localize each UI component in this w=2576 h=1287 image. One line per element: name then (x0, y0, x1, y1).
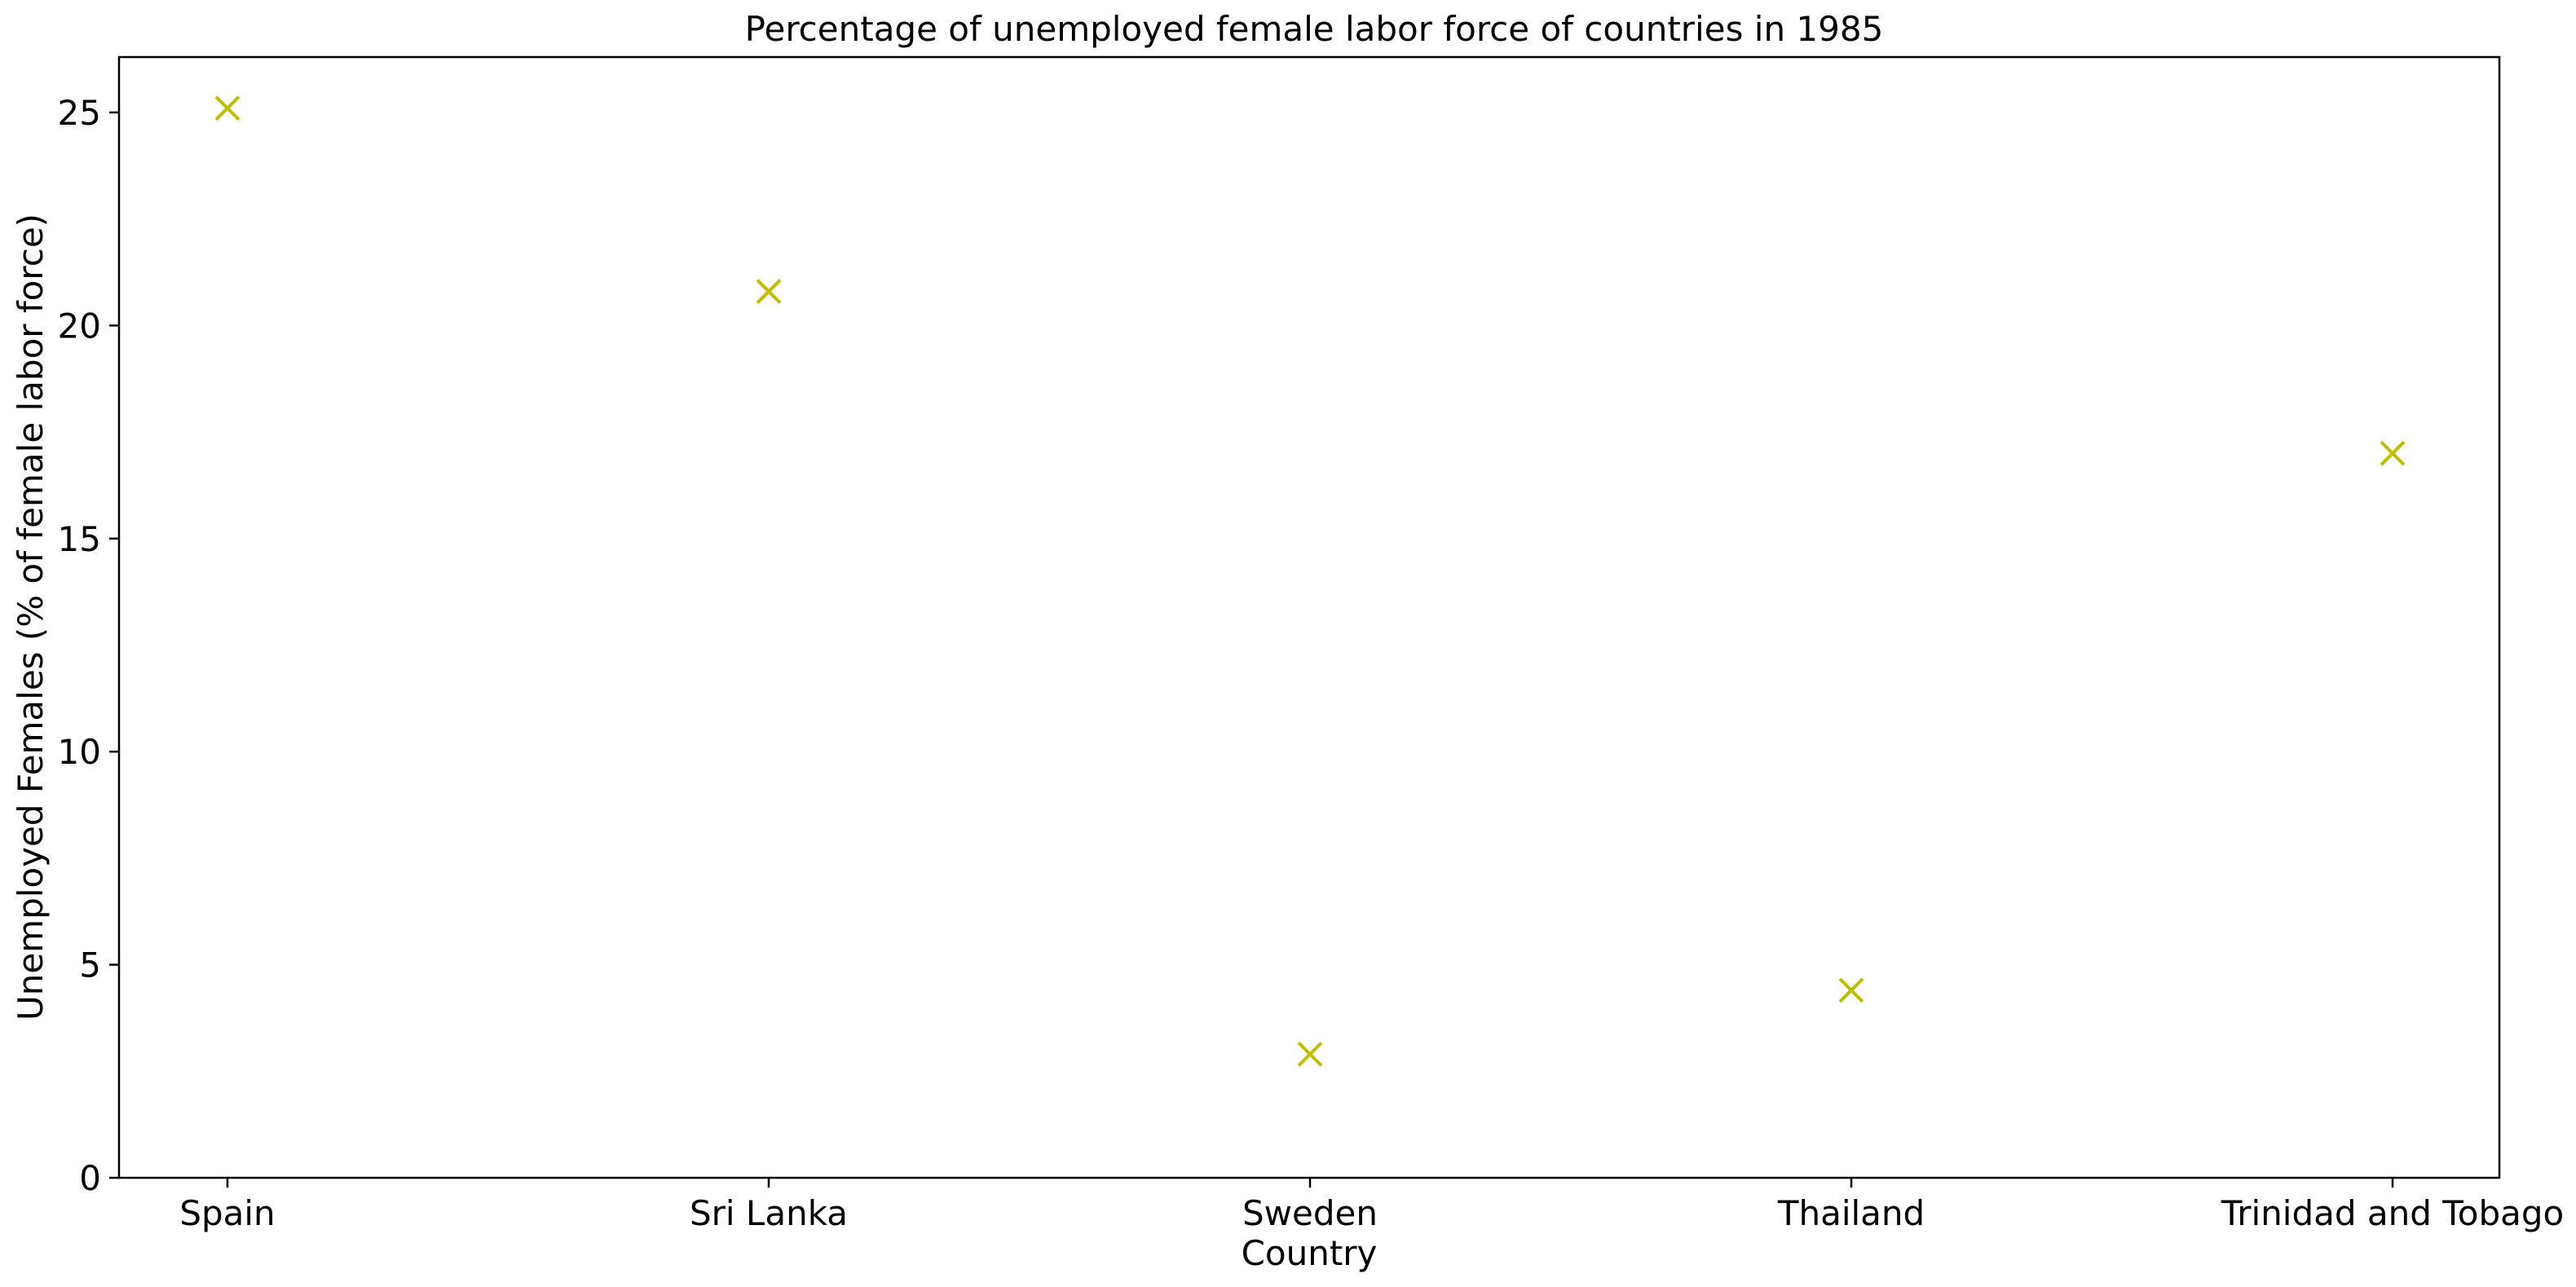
y-tick-label: 25 (58, 93, 101, 133)
data-markers (214, 95, 2406, 1067)
data-point (756, 279, 782, 304)
x-tick-label: Trinidad and Tobago (2221, 1193, 2564, 1233)
y-tick-label: 20 (58, 306, 101, 346)
x-tick-label: Sweden (1242, 1193, 1378, 1233)
chart-title: Percentage of unemployed female labor fo… (745, 9, 1884, 49)
x-tick-label: Thailand (1777, 1193, 1925, 1233)
y-axis-label: Unemployed Females (% of female labor fo… (11, 214, 51, 1020)
x-axis: Spain Sri Lanka Sweden Thailand Trinidad and… (179, 1178, 2564, 1233)
y-tick-label: 15 (58, 519, 101, 559)
x-axis-label: Country (1242, 1233, 1378, 1273)
data-point (1838, 977, 1864, 1003)
y-tick-label: 5 (79, 945, 101, 985)
data-point (214, 95, 240, 121)
y-tick-label: 0 (79, 1158, 101, 1198)
data-point (2380, 440, 2406, 466)
y-tick-label: 10 (58, 732, 101, 772)
x-tick-label: Sri Lanka (690, 1193, 848, 1233)
data-point (1297, 1041, 1323, 1067)
y-axis: 0 5 10 15 20 25 (58, 93, 119, 1198)
x-tick-label: Spain (179, 1193, 275, 1233)
